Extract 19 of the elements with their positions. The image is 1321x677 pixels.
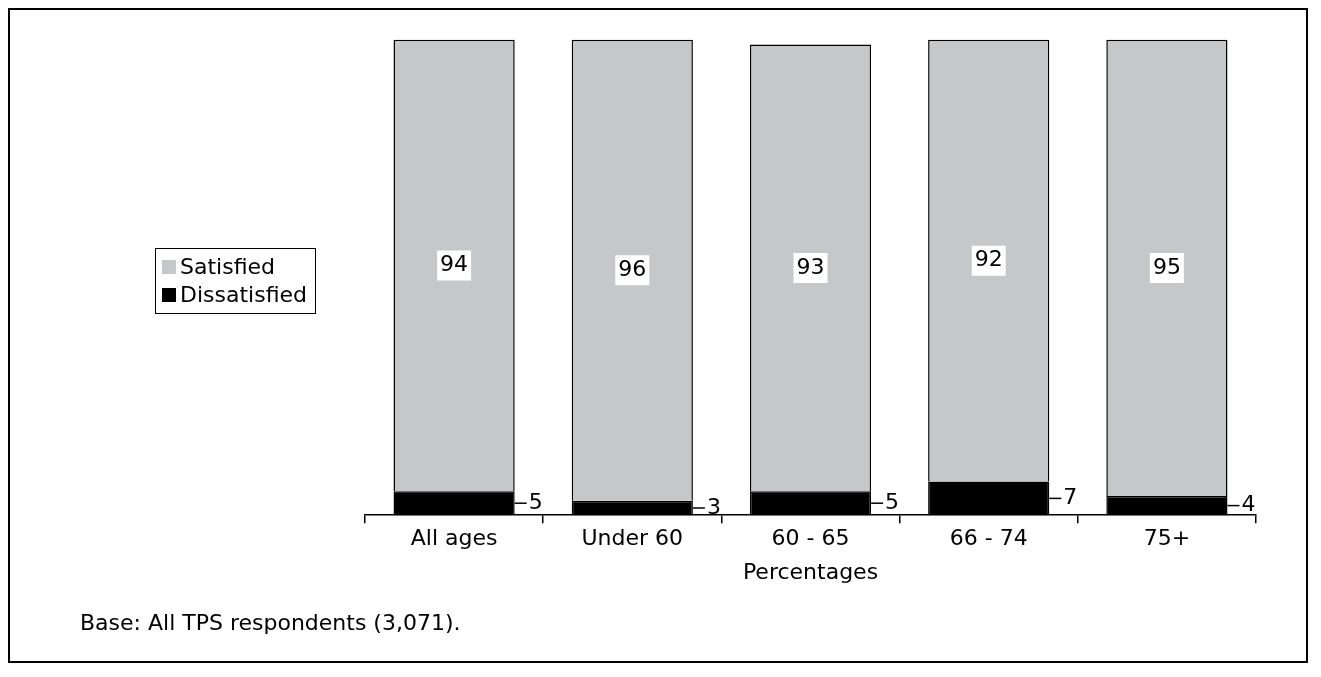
x-tick-label: 75+ [1143,525,1191,551]
data-label: 93 [796,253,825,279]
data-label: 4 [1241,491,1256,517]
x-tick-label: 66 - 74 [949,525,1028,551]
legend-label: Dissatisfied [180,281,308,309]
data-label: 92 [974,246,1003,272]
x-tick-label: All ages [410,525,498,551]
legend-label: Satisfied [180,253,276,281]
data-label: 95 [1152,253,1181,279]
data-label: 94 [440,251,469,277]
data-label: 7 [1063,484,1078,510]
data-label: 5 [528,488,543,514]
text: Base: All TPS respondents (3,071). [80,610,461,635]
data-label: 96 [618,256,647,282]
x-tick-label: Under 60 [581,525,684,551]
x-axis-title: Percentages [742,558,879,584]
data-label: 5 [885,488,900,514]
x-tick-label: 60 - 65 [771,525,850,551]
data-label: 3 [706,493,721,519]
